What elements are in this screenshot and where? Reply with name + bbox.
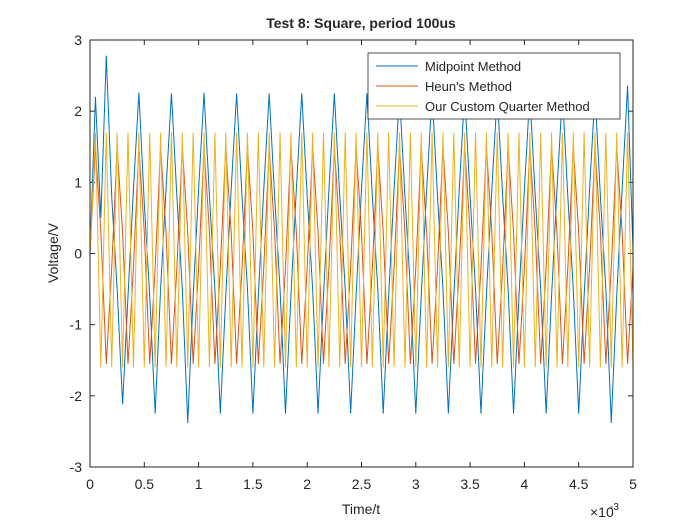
series-line (89, 132, 634, 368)
x-axis-label: Time/t (342, 501, 380, 517)
y-tick-label: -3 (70, 459, 83, 475)
y-tick-label: -1 (70, 317, 83, 333)
x-tick-label: 1.5 (243, 476, 263, 492)
series-line (89, 146, 634, 364)
x-tick-label: 0 (86, 476, 94, 492)
legend-label: Heun's Method (425, 79, 512, 94)
y-tick-label: 0 (74, 246, 82, 262)
x-tick-label: 1 (195, 476, 203, 492)
y-axis-label: Voltage/V (45, 222, 61, 283)
x-tick-label: 2.5 (352, 476, 372, 492)
y-tick-label: -2 (70, 388, 83, 404)
x-tick-label: 4.5 (569, 476, 589, 492)
x-tick-label: 2 (303, 476, 311, 492)
x-exponent-base: ×10 (590, 504, 614, 520)
legend-label: Our Custom Quarter Method (425, 99, 590, 114)
x-tick-label: 5 (629, 476, 637, 492)
x-tick-label: 3 (412, 476, 420, 492)
y-tick-label: 1 (74, 174, 82, 190)
legend-label: Midpoint Method (425, 59, 521, 74)
chart-title: Test 8: Square, period 100us (266, 15, 456, 31)
x-tick-label: 3.5 (460, 476, 480, 492)
y-tick-label: 2 (74, 103, 82, 119)
x-exponent-power: -3 (610, 502, 619, 513)
x-tick-label: 0.5 (135, 476, 155, 492)
y-tick-label: 3 (74, 32, 82, 48)
axes-box (89, 39, 634, 468)
x-tick-label: 4 (521, 476, 529, 492)
